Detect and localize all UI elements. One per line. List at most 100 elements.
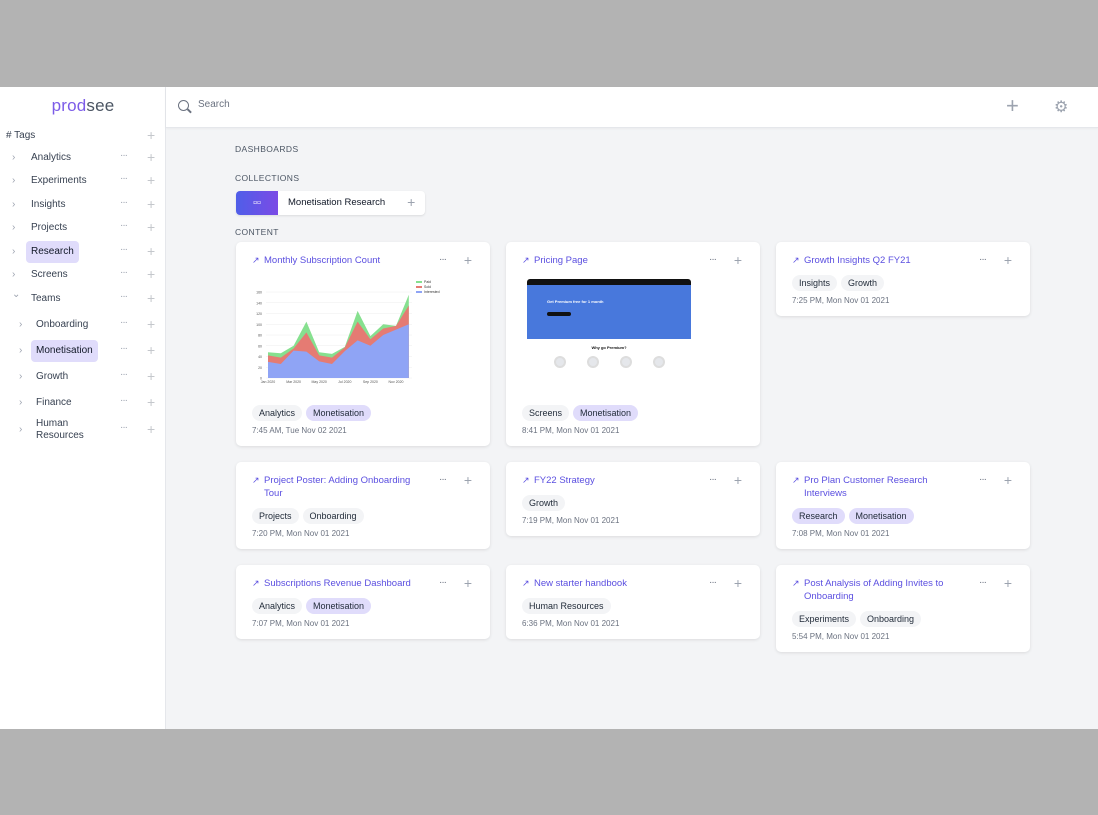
chevron-down-icon[interactable]: ⌄ [12,289,21,300]
chevron-right-icon[interactable]: › [19,397,23,408]
add-icon[interactable]: + [1003,575,1012,591]
tag-chip[interactable]: Monetisation [848,508,914,524]
tag-chip[interactable]: Insights [792,275,838,291]
more-options-icon[interactable]: ··· [979,254,987,265]
more-options-icon[interactable]: ··· [439,254,447,265]
more-options-icon[interactable]: ··· [709,254,717,265]
add-icon[interactable]: + [147,342,156,358]
collection-monetisation-research[interactable]: Monetisation Research [288,197,386,208]
card-title-link[interactable]: ↗ Growth Insights Q2 FY21 [792,254,1014,267]
sidebar-item-screens[interactable]: › Screens ··· + [0,264,166,286]
add-icon[interactable]: + [463,252,472,268]
add-collection-button[interactable]: + [407,194,416,210]
tag-chip[interactable]: Experiments [792,611,857,627]
more-options-icon[interactable]: ··· [120,267,128,278]
tag-chip[interactable]: Research [792,508,845,524]
tag-chip[interactable]: Human Resources [522,598,611,614]
tag-chip[interactable]: Analytics [252,598,303,614]
chevron-right-icon[interactable]: › [12,246,16,257]
more-options-icon[interactable]: ··· [120,197,128,208]
card-title-link[interactable]: ↗ Pro Plan Customer Research Interviews [792,474,1014,500]
add-icon[interactable]: + [147,149,156,165]
sidebar-item-monetisation[interactable]: › Monetisation ··· + [0,340,166,362]
more-options-icon[interactable]: ··· [120,317,128,328]
sidebar-item-projects[interactable]: › Projects ··· + [0,217,166,239]
sidebar-item-teams[interactable]: ⌄ Teams ··· + [0,288,166,310]
add-icon[interactable]: + [147,219,156,235]
card-title-link[interactable]: ↗ Monthly Subscription Count [252,254,474,267]
more-options-icon[interactable]: ··· [120,369,128,380]
chevron-right-icon[interactable]: › [12,222,16,233]
add-icon[interactable]: + [733,575,742,591]
more-options-icon[interactable]: ··· [120,395,128,406]
add-icon[interactable]: + [147,243,156,259]
sidebar-item-insights[interactable]: › Insights ··· + [0,194,166,216]
sidebar-item-analytics[interactable]: › Analytics ··· + [0,147,166,169]
collection-grid-icon[interactable]: ▫▫ [236,191,278,215]
tag-chip[interactable]: Growth [841,275,885,291]
sidebar-item-onboarding[interactable]: › Onboarding ··· + [0,314,166,336]
add-tag-button[interactable]: + [147,127,156,143]
card-title-link[interactable]: ↗ New starter handbook [522,577,744,590]
more-options-icon[interactable]: ··· [709,474,717,485]
more-options-icon[interactable]: ··· [120,291,128,302]
card-title-link[interactable]: ↗ FY22 Strategy [522,474,744,487]
card-title-link[interactable]: ↗ Pricing Page [522,254,744,267]
tag-chip[interactable]: Onboarding [860,611,922,627]
chart-thumbnail[interactable]: 0 20 40 60 80 100 120 140 160 Jan 2020 Mar 2020 May… [252,275,474,393]
gear-icon[interactable]: ⚙ [1054,99,1069,116]
tag-chip[interactable]: Analytics [252,405,303,421]
more-options-icon[interactable]: ··· [120,343,128,354]
chevron-right-icon[interactable]: › [19,319,23,330]
tag-chip[interactable]: Onboarding [302,508,364,524]
sidebar-item-growth[interactable]: › Growth ··· + [0,366,166,388]
add-button[interactable]: + [1006,93,1019,118]
search-input[interactable] [198,99,798,110]
chevron-right-icon[interactable]: › [12,152,16,163]
tag-chip[interactable]: Screens [522,405,570,421]
add-icon[interactable]: + [147,266,156,282]
add-icon[interactable]: + [147,316,156,332]
more-options-icon[interactable]: ··· [120,422,128,433]
add-icon[interactable]: + [147,172,156,188]
add-icon[interactable]: + [733,252,742,268]
card-title-link[interactable]: ↗ Post Analysis of Adding Invites to Onbo… [792,577,1014,603]
tag-chip[interactable]: Monetisation [306,405,372,421]
tag-chip[interactable]: Growth [522,495,566,511]
more-options-icon[interactable]: ··· [439,474,447,485]
sidebar-item-research[interactable]: › Research ··· + [0,241,166,263]
more-options-icon[interactable]: ··· [439,577,447,588]
add-icon[interactable]: + [147,196,156,212]
more-options-icon[interactable]: ··· [120,244,128,255]
more-options-icon[interactable]: ··· [979,474,987,485]
add-icon[interactable]: + [463,575,472,591]
add-icon[interactable]: + [733,472,742,488]
tag-chip[interactable]: Monetisation [573,405,639,421]
chevron-right-icon[interactable]: › [12,199,16,210]
more-options-icon[interactable]: ··· [120,173,128,184]
more-options-icon[interactable]: ··· [120,150,128,161]
more-options-icon[interactable]: ··· [979,577,987,588]
add-icon[interactable]: + [1003,472,1012,488]
tag-chip[interactable]: Monetisation [306,598,372,614]
sidebar-item-finance[interactable]: › Finance ··· + [0,392,166,414]
more-options-icon[interactable]: ··· [709,577,717,588]
chevron-right-icon[interactable]: › [19,424,23,435]
chevron-right-icon[interactable]: › [19,345,23,356]
logo[interactable]: prodsee [0,96,166,116]
add-icon[interactable]: + [147,290,156,306]
sidebar-item-human-resources[interactable]: › Human Resources ··· + [0,418,166,441]
add-icon[interactable]: + [463,472,472,488]
add-icon[interactable]: + [147,394,156,410]
chevron-right-icon[interactable]: › [12,175,16,186]
tag-chip[interactable]: Projects [252,508,299,524]
card-title-link[interactable]: ↗ Subscriptions Revenue Dashboard [252,577,474,590]
add-icon[interactable]: + [147,421,156,437]
add-icon[interactable]: + [147,368,156,384]
page-thumbnail[interactable]: Get Premium free for 1 month Why go Premi… [522,275,744,393]
card-title-link[interactable]: ↗ Project Poster: Adding Onboarding Tour [252,474,474,500]
chevron-right-icon[interactable]: › [19,371,23,382]
sidebar-item-experiments[interactable]: › Experiments ··· + [0,170,166,192]
chevron-right-icon[interactable]: › [12,269,16,280]
add-icon[interactable]: + [1003,252,1012,268]
